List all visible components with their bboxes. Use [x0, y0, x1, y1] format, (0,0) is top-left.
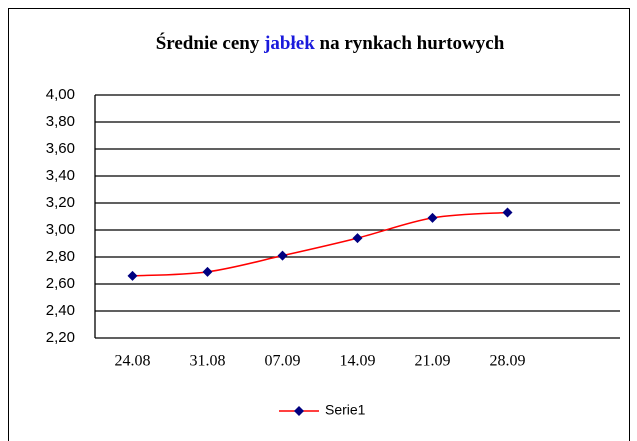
point	[202, 266, 213, 277]
y-tick-label: 3,00	[46, 221, 75, 238]
point	[502, 207, 513, 218]
point	[127, 270, 138, 281]
x-tick-label: 24.08	[115, 353, 151, 370]
title-part: Średnie ceny	[156, 32, 260, 54]
x-tick-label: 31.08	[190, 353, 226, 370]
point	[277, 250, 288, 261]
y-tick-label: 4,00	[46, 86, 75, 103]
y-tick-label: 2,40	[46, 302, 75, 319]
point	[427, 212, 438, 223]
series-line	[132, 211, 508, 277]
legend-marker	[294, 406, 304, 416]
chart-frame	[8, 8, 630, 441]
x-tick-label: 28.09	[490, 353, 526, 370]
x-tick-label: 07.09	[265, 353, 301, 370]
title-part: na rynkach hurtowych	[320, 33, 505, 54]
y-tick-label: 3,20	[46, 194, 75, 211]
x-tick-label: 21.09	[415, 353, 451, 370]
legend-label: Serie1	[325, 402, 366, 418]
y-tick-label: 3,80	[46, 113, 75, 130]
y-tick-label: 2,80	[46, 248, 75, 265]
point	[352, 233, 363, 244]
y-tick-label: 3,40	[46, 167, 75, 184]
y-tick-label: 3,60	[46, 140, 75, 157]
title-part: jabłek	[263, 33, 315, 54]
y-tick-label: 2,60	[46, 275, 75, 292]
x-tick-label: 14.09	[340, 353, 376, 370]
y-tick-label: 2,20	[46, 329, 75, 346]
chart-title: Średnie ceny jabłek na rynkach hurtowych	[156, 32, 505, 54]
